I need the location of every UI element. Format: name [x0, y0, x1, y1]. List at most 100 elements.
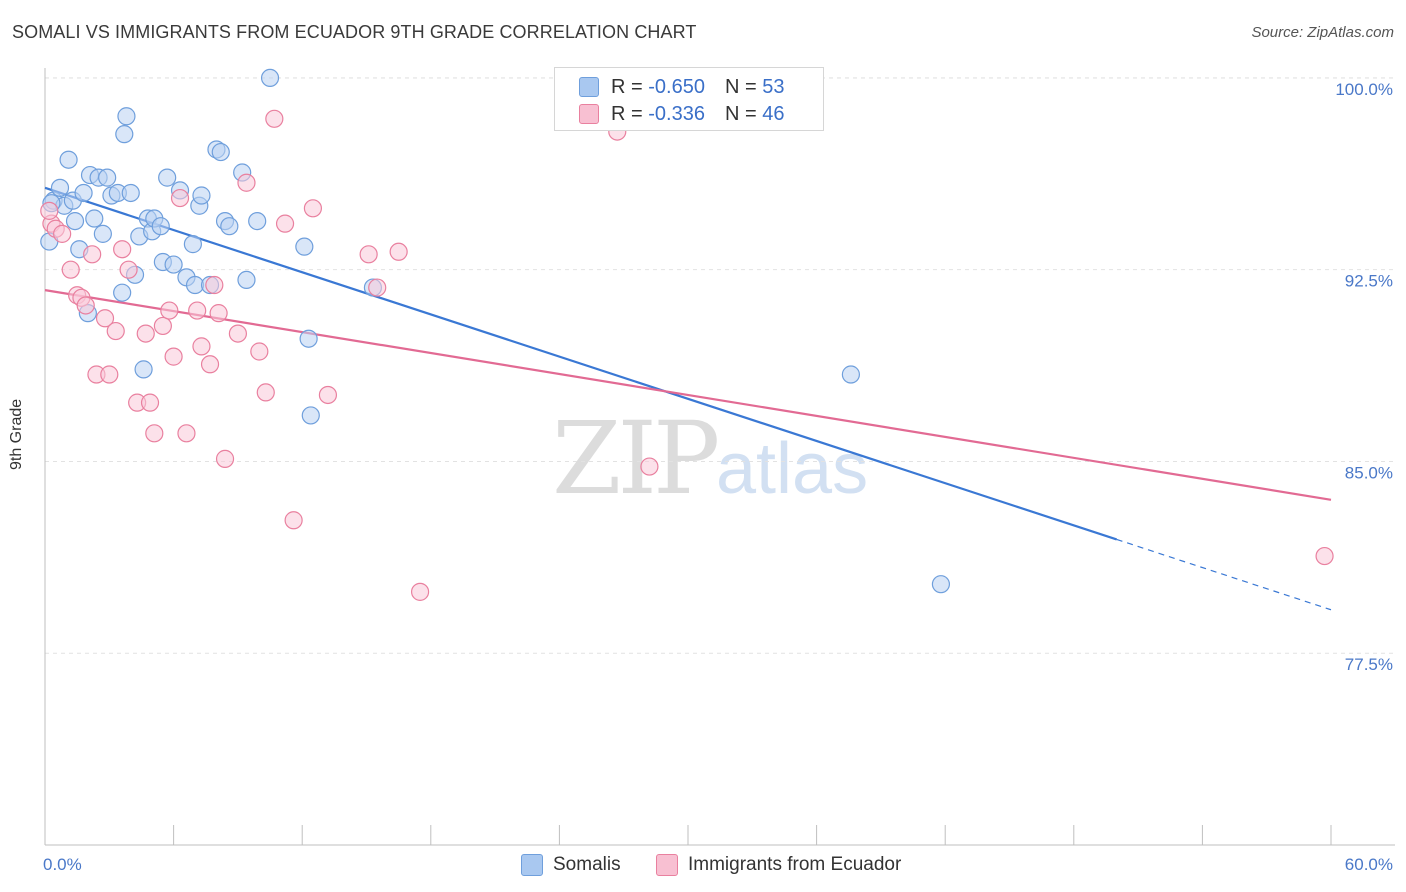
y-tick-label: 85.0%	[1345, 463, 1393, 482]
point-ecuador	[303, 199, 323, 218]
point-ecuador	[106, 321, 125, 341]
legend-n-value: 53	[762, 75, 785, 98]
point-ecuador	[61, 260, 80, 279]
point-ecuador	[170, 188, 190, 208]
point-ecuador	[256, 383, 275, 402]
legend-r-label: R =	[611, 102, 643, 125]
point-ecuador	[389, 242, 408, 261]
point-somalis	[115, 125, 134, 144]
point-ecuador	[136, 324, 155, 343]
y-tick-label: 100.0%	[1335, 80, 1393, 99]
legend-swatch-ecuador	[656, 854, 678, 876]
point-ecuador	[140, 393, 160, 412]
bottom-legend-ecuador[interactable]: Immigrants from Ecuador	[656, 852, 901, 878]
point-somalis	[260, 68, 280, 87]
legend-n-value: 46	[762, 102, 785, 125]
point-ecuador	[188, 301, 207, 320]
point-somalis	[59, 150, 78, 169]
point-ecuador	[1315, 546, 1334, 566]
legend-r-label: R =	[611, 75, 643, 98]
legend-swatch-somalis	[579, 77, 599, 97]
point-somalis	[299, 329, 318, 348]
point-somalis	[98, 168, 117, 187]
bottom-legend-somalis[interactable]: Somalis	[521, 852, 621, 878]
point-ecuador	[209, 304, 228, 323]
point-somalis	[158, 168, 177, 187]
point-somalis	[248, 211, 267, 231]
point-somalis	[93, 224, 112, 243]
point-somalis	[85, 209, 104, 228]
point-ecuador	[284, 511, 303, 530]
point-ecuador	[192, 337, 211, 356]
legend-swatch-ecuador	[579, 104, 599, 124]
point-ecuador	[153, 316, 172, 336]
legend-row-somalis: R = -0.650 N = 53	[579, 74, 784, 100]
x-tick-label: 60.0%	[1345, 855, 1393, 874]
x-tick-label: 0.0%	[43, 855, 82, 874]
point-somalis	[192, 186, 211, 205]
legend-row-ecuador: R = -0.336 N = 46	[579, 101, 784, 127]
trend-ecuador	[44, 289, 1332, 501]
y-tick-label: 77.5%	[1345, 655, 1393, 674]
point-somalis	[301, 406, 320, 425]
point-somalis	[237, 270, 256, 290]
point-somalis	[121, 183, 140, 203]
point-somalis	[220, 217, 239, 236]
trend-somalis	[44, 186, 1118, 541]
point-ecuador	[318, 385, 338, 405]
point-ecuador	[160, 301, 179, 320]
data-points	[40, 68, 1334, 601]
point-somalis	[164, 255, 183, 274]
point-somalis	[117, 107, 136, 126]
point-ecuador	[164, 347, 183, 366]
point-ecuador	[640, 457, 659, 476]
point-somalis	[841, 365, 860, 384]
legend-r-value: -0.336	[648, 102, 705, 125]
point-ecuador	[359, 245, 378, 264]
point-ecuador	[275, 214, 295, 233]
point-somalis	[151, 217, 170, 236]
point-somalis	[50, 178, 70, 197]
watermark-zip: ZIP	[552, 400, 720, 517]
point-ecuador	[145, 424, 164, 443]
point-ecuador	[177, 424, 196, 443]
point-ecuador	[83, 245, 102, 264]
chart-title: SOMALI VS IMMIGRANTS FROM ECUADOR 9TH GR…	[12, 22, 697, 42]
legend-n-label: N =	[724, 102, 757, 125]
point-ecuador	[265, 109, 284, 128]
point-somalis	[65, 211, 85, 231]
point-somalis	[295, 237, 314, 256]
point-somalis	[113, 283, 132, 302]
point-ecuador	[53, 224, 72, 243]
legend-label-ecuador: Immigrants from Ecuador	[688, 854, 902, 875]
point-ecuador	[119, 260, 138, 279]
point-ecuador	[76, 296, 95, 315]
grid-lines	[45, 77, 1395, 654]
source-label: Source: ZipAtlas.com	[1251, 24, 1394, 41]
watermark-atlas: atlas	[716, 429, 869, 509]
point-ecuador	[215, 449, 235, 468]
point-somalis	[134, 360, 153, 379]
point-somalis	[211, 142, 230, 162]
y-tick-labels: 77.5% 85.0% 92.5% 100.0%	[1335, 80, 1393, 674]
point-ecuador	[113, 240, 132, 259]
point-ecuador	[40, 201, 59, 220]
legend-swatch-somalis	[521, 854, 543, 876]
point-somalis	[74, 183, 93, 203]
point-ecuador	[368, 278, 387, 297]
x-tick-labels: 0.0% 60.0%	[43, 855, 1393, 874]
stats-legend: R = -0.650 N = 53 R = -0.336 N = 46	[554, 67, 824, 131]
y-tick-label: 92.5%	[1345, 272, 1393, 291]
point-ecuador	[250, 342, 269, 361]
point-ecuador	[100, 365, 119, 384]
trend-lines	[44, 186, 1332, 611]
trend-somalis-dashed	[1116, 538, 1332, 611]
point-ecuador	[410, 582, 430, 601]
point-ecuador	[228, 324, 247, 343]
point-ecuador	[205, 275, 224, 295]
point-somalis	[183, 235, 202, 254]
legend-n-label: N =	[724, 75, 757, 98]
legend-r-value: -0.650	[648, 75, 705, 98]
point-ecuador	[237, 173, 256, 192]
